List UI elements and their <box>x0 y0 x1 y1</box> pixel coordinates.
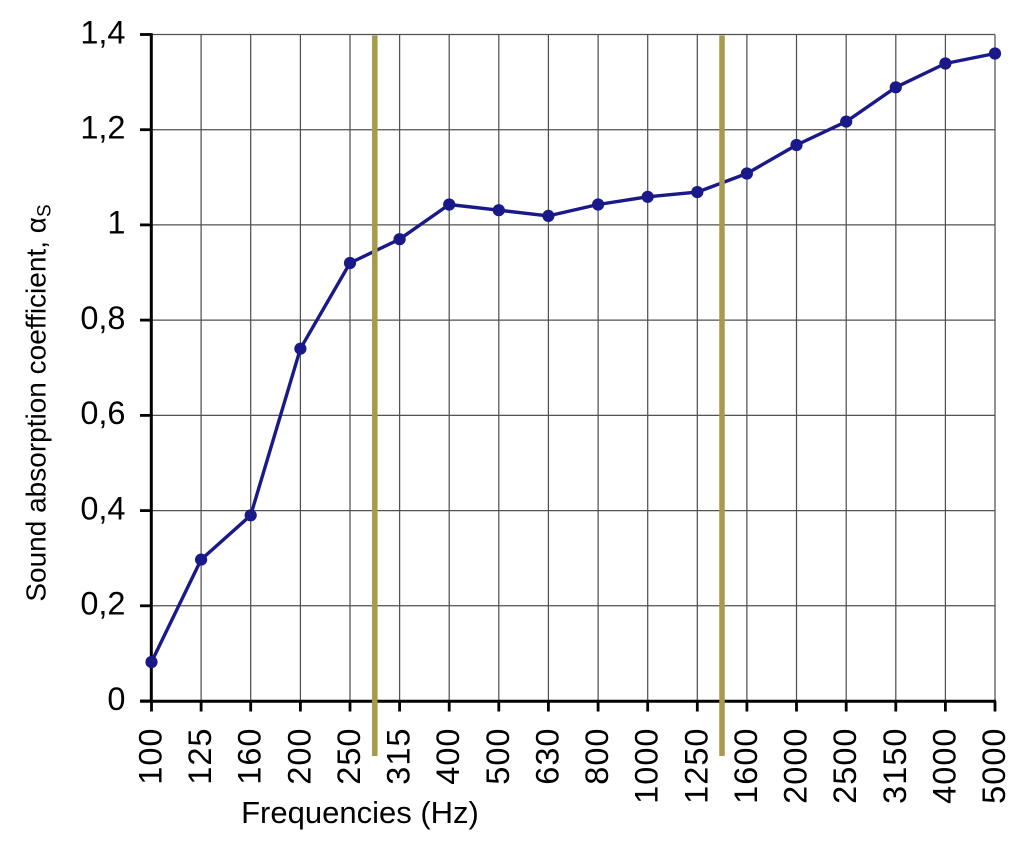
svg-text:0,2: 0,2 <box>80 586 125 622</box>
svg-text:2000: 2000 <box>778 728 814 804</box>
svg-text:2500: 2500 <box>827 728 863 804</box>
svg-text:0: 0 <box>107 681 125 717</box>
svg-text:1000: 1000 <box>629 728 665 804</box>
svg-text:315: 315 <box>381 728 417 785</box>
svg-text:160: 160 <box>232 728 268 785</box>
svg-text:200: 200 <box>281 728 317 785</box>
svg-text:5000: 5000 <box>976 728 1012 804</box>
svg-text:Frequencies (Hz): Frequencies (Hz) <box>241 795 479 830</box>
svg-text:125: 125 <box>182 728 218 785</box>
svg-text:1600: 1600 <box>728 728 764 804</box>
svg-text:4000: 4000 <box>926 728 962 804</box>
svg-text:630: 630 <box>529 728 565 785</box>
svg-text:0,4: 0,4 <box>80 490 125 526</box>
svg-text:1,2: 1,2 <box>80 110 125 146</box>
svg-text:1,4: 1,4 <box>80 14 125 50</box>
svg-text:500: 500 <box>480 728 516 785</box>
svg-text:250: 250 <box>331 728 367 785</box>
svg-text:1: 1 <box>107 205 125 241</box>
svg-text:Sound absorption coefficient,: Sound absorption coefficient, αS <box>21 204 56 601</box>
svg-text:1250: 1250 <box>678 728 714 804</box>
svg-text:3150: 3150 <box>877 728 913 804</box>
svg-text:0,8: 0,8 <box>80 300 125 336</box>
svg-text:0,6: 0,6 <box>80 395 125 431</box>
svg-text:800: 800 <box>579 728 615 785</box>
svg-text:400: 400 <box>430 728 466 785</box>
svg-text:100: 100 <box>133 728 169 785</box>
